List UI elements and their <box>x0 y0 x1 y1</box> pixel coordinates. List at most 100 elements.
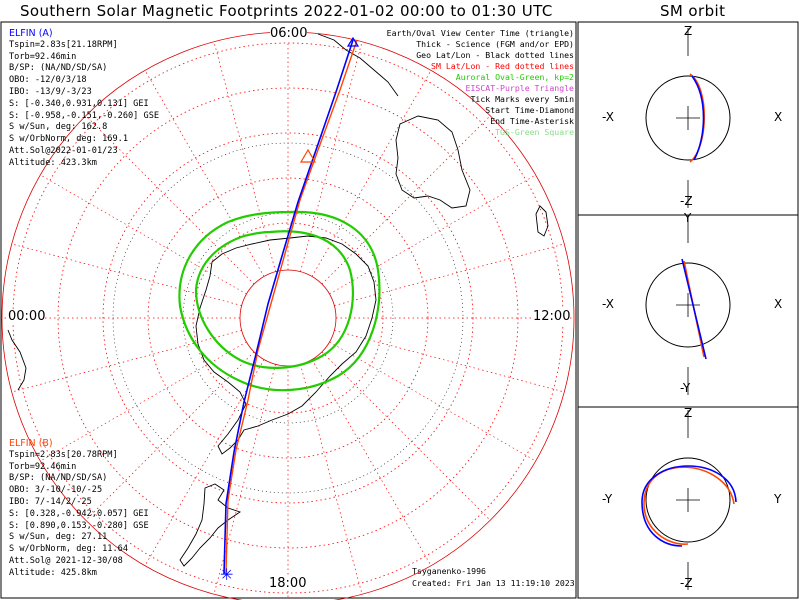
polar-map: ✳ <box>1 31 575 600</box>
elfin-a-line: S: [-0.958,-0.151,-0.260] GSE <box>9 110 160 121</box>
elfin-a-line: S w/OrbNorm, deg: 169.1 <box>9 134 128 145</box>
sm-longitude-line <box>321 351 491 521</box>
elfin-a-track <box>223 39 354 575</box>
legend-item: SM Lat/Lon - Red dotted lines <box>431 61 574 71</box>
clock-label-right: 12:00 <box>533 309 571 324</box>
orbit-axis-label: -Y <box>680 381 691 395</box>
credit-line: Tsyganenko-1996 <box>412 566 486 576</box>
sm-longitude-line <box>85 351 255 521</box>
elfin-b-line: IBO: 7/-14/2/-25 <box>9 496 92 507</box>
sm-longitude-line <box>85 115 255 285</box>
elfin-b-track <box>225 39 358 573</box>
earth-circle <box>645 75 731 161</box>
sm-longitude-line <box>40 341 247 462</box>
earth-circle <box>645 457 731 543</box>
orbit-panel-2 <box>645 215 731 395</box>
elfin-a-line: Att.Sol@2022-01-01/23 <box>9 145 118 156</box>
sm-longitude-line <box>300 364 363 595</box>
elfin-b-line: Torb=92.46min <box>9 461 77 472</box>
legend-item: Earth/Oval View Center Time (triangle) <box>386 28 574 38</box>
orbit-axis-label: -X <box>602 297 614 311</box>
sm-longitude-line <box>329 341 536 462</box>
elfin-a-line: S: [-0.340,0.931,0.131] GEI <box>9 98 149 109</box>
sm-longitude-line <box>300 41 363 272</box>
elfin-b-orbit <box>643 466 735 545</box>
clock-label-left: 00:00 <box>8 309 46 324</box>
elfin-b-line: OBO: 3/-10/-10/-25 <box>9 485 103 496</box>
orbit-axis-label: X <box>774 110 783 124</box>
orbit-panel-3 <box>641 410 737 590</box>
orbit-axis-label: -X <box>602 110 614 124</box>
elfin-a-line: IBO: -13/9/-3/23 <box>9 86 92 97</box>
south-africa-coastline <box>7 329 27 391</box>
elfin-b-info: ELFIN (B) Tspin=2.83s[20.78RPM] Torb=92.4… <box>9 438 149 580</box>
sm-longitude-line <box>329 174 536 295</box>
orbit-title: SM orbit <box>660 2 726 20</box>
elfin-b-line: S: [0.328,-0.942,0.057] GEI <box>9 508 149 519</box>
orbit-axis-label: Y <box>684 211 692 225</box>
end-asterisk: ✳ <box>220 565 233 584</box>
elfin-a-info: ELFIN (A) Tspin=2.83s[21.18RPM] Torb=92.4… <box>9 28 159 170</box>
elfin-a-name: ELFIN (A) <box>9 28 53 39</box>
legend-item: Start Time-Diamond <box>485 105 574 115</box>
clock-label-bottom: 18:00 <box>269 576 307 591</box>
elfin-b-line: B/SP: (NA/ND/SD/SA) <box>9 473 108 484</box>
elfin-a-line: S w/Sun, deg: 162.8 <box>9 122 108 133</box>
sm-longitude-lines <box>2 32 574 600</box>
orbit-panels <box>641 28 737 590</box>
elfin-a-line: Tspin=2.83s[21.18RPM] <box>9 39 118 50</box>
coastlines <box>7 33 549 567</box>
legend-item: Thick - Science (FGM and/or EPD) <box>416 39 574 49</box>
orbit-axis-label: -Z <box>680 194 693 208</box>
elfin-b-line: Tspin=2.83s[20.78RPM] <box>9 449 118 460</box>
orbit-panel-1 <box>645 28 731 208</box>
sm-longitude-line <box>311 70 432 277</box>
credit-line: Created: Fri Jan 13 11:19:10 2023 <box>412 578 575 588</box>
sm-longitude-line <box>144 359 265 566</box>
orbit-axis-label: Z <box>684 24 693 38</box>
elfin-a-line: OBO: -12/0/3/18 <box>9 75 87 86</box>
track-markers: ✳ <box>220 36 360 584</box>
sm-longitude-line <box>40 174 247 295</box>
asia-coastline <box>317 33 399 97</box>
orbit-axis-label: X <box>774 297 783 311</box>
view-center-triangle-b <box>299 148 317 163</box>
orbit-axis-label: Y <box>774 492 782 506</box>
elfin-a-orbit <box>691 75 705 161</box>
legend-item: Auroral Oval-Green, kp=2 <box>455 72 574 82</box>
legend-item: Tick Marks every 5min <box>470 94 574 104</box>
sm-longitude-line <box>213 41 276 272</box>
legend-item: Geo Lat/Lon - Black dotted lines <box>416 50 574 60</box>
legend-item: End Time-Asterisk <box>490 116 574 126</box>
orbit-axis-label: -Z <box>680 576 693 590</box>
elfin-b-name: ELFIN (B) <box>9 438 53 449</box>
legend-item: EISCAT-Purple Triangle <box>465 83 574 93</box>
legend-item: TGS-Green Square <box>495 127 574 137</box>
orbit-axis-label: -Y <box>602 492 613 506</box>
australia-coastline <box>395 115 471 209</box>
credits: Tsyganenko-1996 Created: Fri Jan 13 11:19… <box>412 565 575 589</box>
elfin-b-line: Att.Sol@ 2021-12-30/08 <box>9 555 123 566</box>
map-frame <box>0 21 577 599</box>
elfin-b-line: S w/OrbNorm, deg: 11.64 <box>9 544 128 555</box>
elfin-b-lines: Tspin=2.83s[20.78RPM] Torb=92.46min B/SP: … <box>9 450 149 580</box>
page-title: Southern Solar Magnetic Footprints 2022-… <box>20 2 553 20</box>
sm-longitude-line <box>321 115 491 285</box>
sm-longitude-line <box>334 243 565 306</box>
view-center-triangle-a <box>346 36 360 47</box>
elfin-a-line: Altitude: 423.3km <box>9 157 97 168</box>
elfin-a-lines: Tspin=2.83s[21.18RPM] Torb=92.46min B/SP: … <box>9 40 159 170</box>
orbit-axis-label: Z <box>684 406 693 420</box>
sm-longitude-line <box>144 70 265 277</box>
auroral-oval-inner <box>194 230 354 369</box>
sm-longitude-line <box>334 330 565 393</box>
elfin-a-orbit <box>681 258 707 360</box>
legend: Earth/Oval View Center Time (triangle) Th… <box>387 28 574 138</box>
new-zealand-coastline <box>535 205 549 237</box>
sm-longitude-line <box>11 330 242 393</box>
elfin-a-line: Torb=92.46min <box>9 51 77 62</box>
earth-circle <box>645 262 731 348</box>
elfin-b-line: S: [0.890,0.153,-0.280] GSE <box>9 520 149 531</box>
elfin-b-line: S w/Sun, deg: 27.11 <box>9 532 108 543</box>
